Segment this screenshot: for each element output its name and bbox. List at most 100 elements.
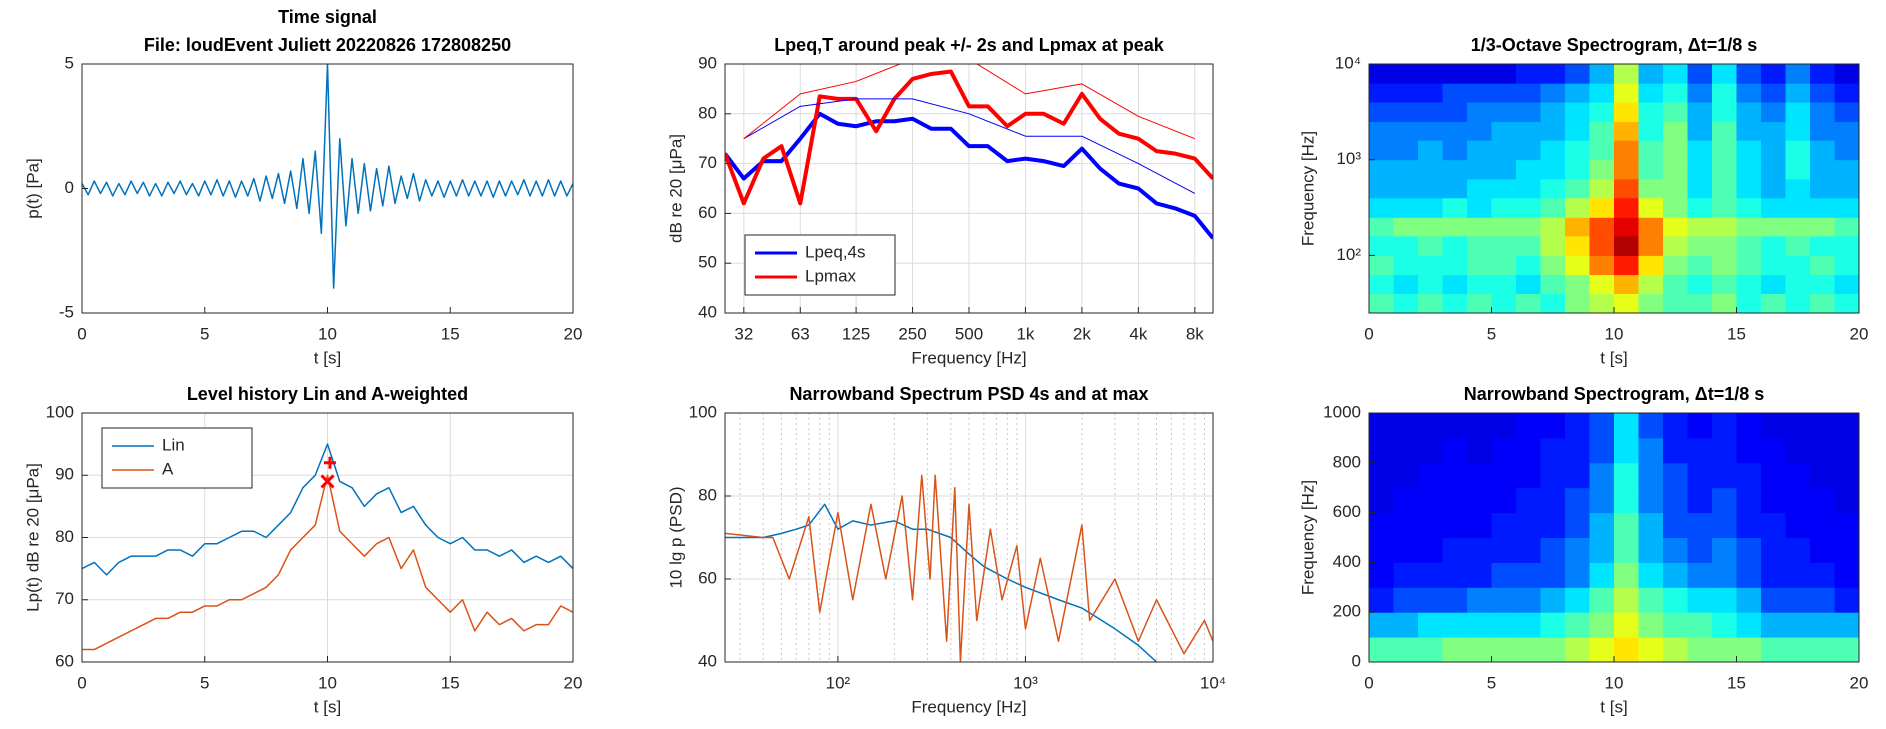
heatmap-cell — [1565, 487, 1590, 514]
heatmap-cell — [1614, 637, 1639, 662]
heatmap-cell — [1589, 274, 1615, 294]
heatmap-cell — [1491, 487, 1517, 514]
legend-box — [744, 234, 896, 296]
heatmap-cell — [1418, 64, 1443, 84]
heatmap-cell — [1418, 159, 1443, 180]
heatmap-cell — [1663, 159, 1688, 180]
heatmap-cell — [1614, 197, 1639, 218]
heatmap-cell — [1540, 637, 1566, 662]
heatmap-cell — [1638, 274, 1664, 294]
heatmap-cell — [1540, 217, 1566, 237]
y-tick-label: 40 — [698, 302, 717, 321]
y-tick-label: -5 — [59, 302, 74, 321]
heatmap-cell — [1638, 235, 1664, 256]
y-axis-label: 10 lg p (PSD) — [666, 486, 685, 588]
heatmap-cell — [1638, 255, 1664, 276]
heatmap-cell — [1589, 83, 1615, 103]
y-axis-label: dB re 20 [μPa] — [666, 134, 685, 243]
heatmap-cell — [1418, 537, 1443, 563]
heatmap-cell — [1663, 637, 1688, 662]
legend-label: Lpmax — [805, 266, 857, 285]
heatmap-cell — [1467, 512, 1492, 538]
heatmap-cell — [1418, 178, 1443, 199]
heatmap-cell — [1589, 637, 1615, 662]
heatmap-cell — [1638, 512, 1664, 538]
plot-content — [82, 64, 573, 289]
heatmap-cell — [1467, 159, 1492, 180]
heatmap-cell — [1614, 178, 1639, 199]
y-tick-label: 0 — [1352, 651, 1361, 670]
heatmap-cell — [1393, 562, 1419, 588]
heatmap-cell — [1467, 235, 1492, 256]
heatmap-cell — [1393, 159, 1419, 180]
heatmap-cell — [1442, 235, 1468, 256]
heatmap-cell — [1687, 83, 1713, 103]
heatmap-cell — [1810, 197, 1835, 218]
y-tick-label: 50 — [698, 253, 717, 272]
heatmap-cell — [1834, 612, 1859, 638]
heatmap-cell — [1540, 487, 1566, 514]
x-tick-label: 10 — [318, 324, 337, 343]
heatmap-cell — [1418, 293, 1443, 313]
heatmap-cell — [1785, 512, 1811, 538]
heatmap-cell — [1491, 274, 1517, 294]
heatmap-cell — [1393, 140, 1419, 161]
heatmap-cell — [1736, 562, 1762, 588]
x-tick-label: 0 — [1364, 324, 1373, 343]
heatmap-cell — [1589, 512, 1615, 538]
heatmap-cell — [1516, 140, 1541, 161]
x-tick-label: 20 — [1850, 324, 1869, 343]
heatmap-cell — [1565, 159, 1590, 180]
heatmap-cell — [1467, 102, 1492, 123]
x-tick-label: 2k — [1073, 324, 1091, 343]
x-axis-label: t [s] — [314, 697, 341, 716]
heatmap-cell — [1393, 462, 1419, 489]
heatmap-cell — [1638, 102, 1664, 123]
heatmap-cell — [1736, 612, 1762, 638]
heatmap-cell — [1810, 487, 1835, 514]
heatmap-cell — [1442, 587, 1468, 613]
heatmap-cell — [1810, 255, 1835, 276]
heatmap-cell — [1418, 413, 1443, 439]
axes-frame — [724, 412, 1214, 663]
x-tick-label: 15 — [1727, 673, 1746, 692]
heatmap-cell — [1491, 437, 1517, 464]
heatmap-cell — [1418, 562, 1443, 588]
heatmap-cell — [1663, 413, 1688, 439]
heatmap-cell — [1687, 159, 1713, 180]
y-axis-label: Frequency [Hz] — [1298, 131, 1317, 246]
y-tick-label: 100 — [689, 402, 717, 421]
heatmap-cell — [1810, 537, 1835, 563]
heatmap-cell — [1712, 274, 1737, 294]
heatmap-cell — [1442, 197, 1468, 218]
heatmap-cell — [1418, 102, 1443, 123]
heatmap-cell — [1369, 235, 1394, 256]
chart-panel: 32 63 125 250 500 1k 2k 4k 8k 40 50 60 70 80 90 Lpeq,T … — [666, 35, 1214, 367]
heatmap-cell — [1393, 64, 1419, 84]
heatmap-cell — [1834, 159, 1859, 180]
heatmap-cell — [1761, 562, 1786, 588]
heatmap-cell — [1589, 197, 1615, 218]
heatmap-cell — [1834, 637, 1859, 662]
heatmap-cell — [1491, 293, 1517, 313]
heatmap-cell — [1516, 537, 1541, 563]
chart-panel: 0 5 10 15 20 60 70 80 90 100 Level history Lin and… — [23, 384, 582, 717]
x-tick-label: 0 — [1364, 673, 1373, 692]
heatmap-cell — [1393, 255, 1419, 276]
heatmap-cell — [1687, 462, 1713, 489]
heatmap-cell — [1516, 612, 1541, 638]
heatmap-cell — [1736, 487, 1762, 514]
heatmap-cell — [1736, 235, 1762, 256]
x-tick-label: 15 — [1727, 324, 1746, 343]
heatmap-cell — [1540, 255, 1566, 276]
x-tick-label: 8k — [1186, 324, 1204, 343]
heatmap-cell — [1491, 255, 1517, 276]
heatmap-cell — [1393, 83, 1419, 103]
heatmap-cell — [1736, 64, 1762, 84]
heatmap-cell — [1418, 612, 1443, 638]
heatmap-cell — [1785, 637, 1811, 662]
heatmap-cell — [1369, 437, 1394, 464]
heatmap-cell — [1761, 217, 1786, 237]
heatmap-cell — [1442, 562, 1468, 588]
